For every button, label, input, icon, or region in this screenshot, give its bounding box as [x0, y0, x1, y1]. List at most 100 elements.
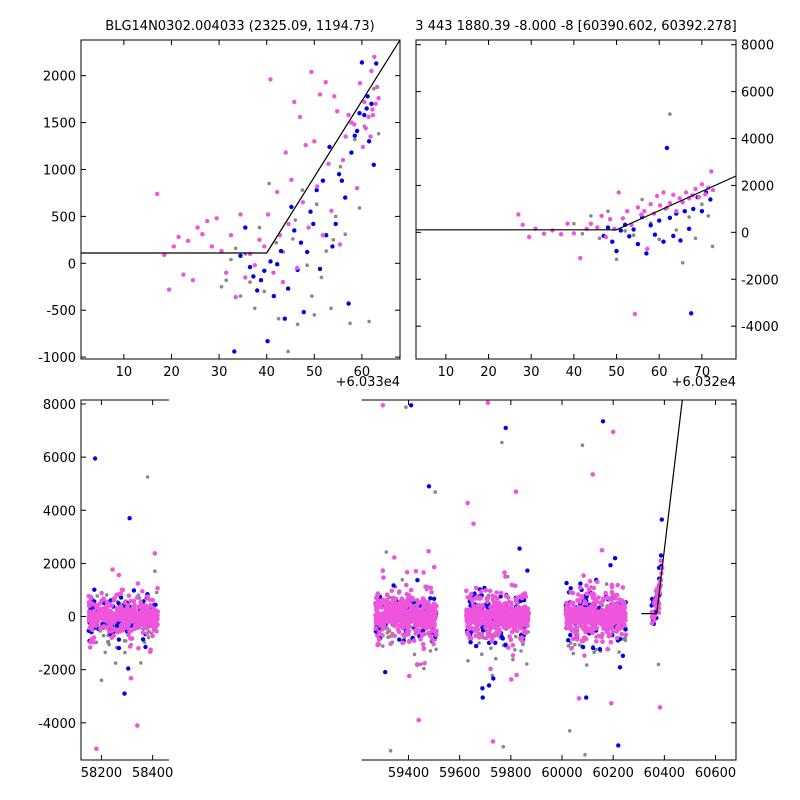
data-point-magenta	[362, 99, 367, 105]
data-point-magenta	[581, 625, 587, 630]
data-point-magenta	[565, 221, 570, 226]
x-tick-label: 60	[651, 365, 668, 380]
data-point-magenta	[465, 607, 471, 613]
data-point-grey	[480, 652, 484, 656]
data-point-magenta	[275, 189, 280, 195]
data-point-blue	[349, 150, 354, 155]
data-point-magenta	[90, 627, 95, 632]
data-point-magenta	[400, 632, 406, 638]
data-point-magenta	[343, 134, 348, 139]
data-point-blue	[143, 644, 148, 650]
data-point-magenta	[283, 150, 288, 155]
data-point-magenta	[125, 621, 130, 626]
plot-frame	[80, 39, 401, 360]
data-point-grey	[573, 642, 577, 647]
data-point-blue	[617, 665, 623, 670]
data-point-magenta	[608, 620, 614, 626]
data-point-magenta	[400, 599, 405, 604]
data-point-blue	[282, 316, 287, 321]
data-point-magenta	[426, 549, 431, 554]
data-point-blue	[618, 228, 623, 233]
data-point-grey	[571, 651, 576, 656]
data-point-grey	[124, 639, 128, 643]
data-point-magenta	[375, 593, 380, 598]
data-point-grey	[357, 206, 362, 210]
data-point-grey	[584, 663, 589, 667]
data-point-blue	[354, 128, 360, 134]
data-point-magenta	[567, 623, 573, 629]
data-point-grey	[668, 112, 672, 116]
data-point-magenta	[568, 600, 574, 606]
data-point-magenta	[87, 645, 93, 650]
data-point-magenta	[592, 605, 598, 610]
data-point-magenta	[593, 622, 598, 627]
data-point-blue	[314, 187, 319, 193]
data-point-magenta	[590, 630, 595, 636]
data-point-blue	[699, 209, 705, 214]
data-point-blue	[292, 228, 297, 233]
data-point-magenta	[605, 646, 610, 652]
data-point-magenta	[639, 212, 644, 217]
data-point-magenta	[498, 590, 504, 596]
data-point-grey	[494, 656, 498, 661]
data-point-magenta	[200, 232, 205, 237]
data-point-magenta	[489, 638, 495, 644]
data-point-magenta	[411, 638, 417, 643]
data-point-blue	[498, 594, 503, 599]
data-point-magenta	[474, 594, 480, 600]
data-point-magenta	[397, 612, 402, 617]
y-tick-label: 4000	[741, 133, 774, 148]
data-point-magenta	[465, 500, 470, 506]
data-point-magenta	[372, 54, 377, 60]
data-point-blue	[311, 221, 316, 227]
data-point-magenta	[590, 472, 595, 477]
data-point-magenta	[209, 244, 215, 249]
data-point-blue	[627, 234, 632, 239]
data-point-magenta	[608, 639, 614, 645]
data-point-magenta	[400, 610, 406, 616]
data-point-grey	[113, 661, 118, 665]
data-point-magenta	[214, 216, 219, 221]
data-point-magenta	[376, 637, 382, 642]
data-point-blue	[153, 602, 158, 607]
data-point-magenta	[151, 610, 156, 616]
data-point-magenta	[569, 646, 574, 651]
data-point-magenta	[408, 587, 414, 593]
data-point-magenta	[512, 608, 518, 614]
data-point-magenta	[615, 602, 621, 608]
data-point-grey	[489, 646, 493, 650]
data-point-magenta	[658, 558, 663, 563]
data-point-grey	[353, 137, 357, 142]
data-point-blue	[608, 563, 613, 568]
x-tick-label: 59600	[439, 766, 480, 781]
data-point-grey	[657, 237, 661, 242]
data-point-magenta	[541, 231, 547, 236]
data-point-blue	[568, 632, 573, 638]
data-point-grey	[631, 233, 636, 237]
data-point-blue	[317, 266, 323, 272]
data-point-magenta	[233, 294, 238, 300]
data-point-magenta	[360, 144, 366, 150]
data-point-magenta	[374, 613, 380, 619]
data-point-magenta	[195, 225, 200, 230]
data-point-magenta	[380, 568, 386, 573]
data-point-grey	[706, 214, 711, 218]
data-point-grey	[580, 231, 585, 236]
data-point-grey	[514, 634, 518, 639]
data-point-magenta	[151, 621, 156, 626]
data-point-magenta	[623, 632, 629, 638]
data-point-magenta	[645, 246, 650, 251]
data-point-magenta	[289, 177, 294, 182]
data-point-magenta	[404, 570, 410, 575]
data-point-magenta	[151, 627, 157, 633]
data-point-magenta	[494, 590, 500, 595]
data-point-magenta	[571, 616, 576, 621]
data-point-magenta	[502, 570, 507, 575]
data-point-magenta	[410, 597, 416, 602]
data-point-grey	[267, 181, 271, 186]
x-tick-label: 60400	[644, 766, 685, 781]
data-point-magenta	[490, 611, 496, 617]
data-point-magenta	[483, 588, 489, 593]
data-point-magenta	[577, 613, 582, 618]
data-point-grey	[348, 321, 352, 326]
